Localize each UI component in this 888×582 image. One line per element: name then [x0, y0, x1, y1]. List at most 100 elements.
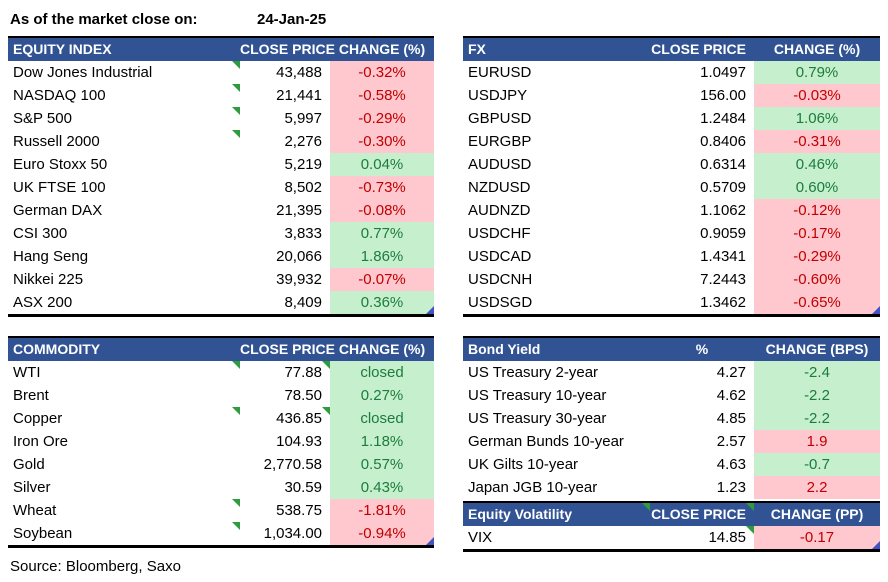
instrument-name: EURGBP: [468, 133, 532, 150]
close-price: 14.85: [708, 529, 746, 546]
table-row: Hang Seng 20,066 1.86%: [8, 245, 434, 268]
instrument-name: US Treasury 30-year: [468, 410, 607, 427]
instrument-name: USDJPY: [468, 87, 528, 104]
fx-rows: EURUSD 1.0497 0.79% USDJPY 156.00 -0.03% GBPUS…: [463, 61, 880, 314]
change-value: -0.32%: [330, 61, 434, 84]
instrument-name: Silver: [13, 479, 51, 496]
table-row: German Bunds 10-year 2.57 1.9: [463, 430, 880, 453]
close-price: 1.23: [716, 479, 746, 496]
green-flag-icon: [232, 107, 240, 115]
green-flag-icon: [322, 407, 330, 415]
commodity-table: COMMODITY CLOSE PRICE CHANGE (%) WTI 77.8…: [8, 336, 434, 548]
instrument-name: USDCAD: [468, 248, 532, 265]
close-price: 1.2484: [700, 110, 746, 127]
col-percent: %: [695, 341, 709, 357]
instrument-name: NZDUSD: [468, 179, 531, 196]
close-price: 4.27: [716, 364, 746, 381]
blue-corner-icon: [872, 306, 880, 314]
equity-index-rows: Dow Jones Industrial 43,488 -0.32% NASDAQ 1…: [8, 61, 434, 314]
close-price: 5,997: [232, 107, 330, 130]
green-flag-icon: [232, 361, 240, 369]
change-value: -0.17%: [754, 222, 880, 245]
table-title: Bond Yield: [468, 341, 541, 357]
instrument-name: USDCNH: [468, 271, 533, 288]
change-value: 0.27%: [330, 384, 434, 407]
green-flag-icon: [232, 61, 240, 69]
change-value: -0.03%: [754, 84, 880, 107]
instrument-name: GBPUSD: [468, 110, 532, 127]
close-price: 21,441: [232, 84, 330, 107]
equity-index-header: EQUITY INDEX CLOSE PRICE CHANGE (%): [8, 36, 434, 61]
change-value: 1.9: [754, 430, 880, 453]
table-row: UK FTSE 100 8,502 -0.73%: [8, 176, 434, 199]
change-value: -0.60%: [754, 268, 880, 291]
close-price: 1.4341: [700, 248, 746, 265]
close-price: 7.2443: [700, 271, 746, 288]
table-row: German DAX 21,395 -0.08%: [8, 199, 434, 222]
green-flag-icon: [232, 499, 240, 507]
change-value: 0.60%: [754, 176, 880, 199]
close-price: 1,034.00: [232, 522, 330, 545]
change-value: 2.2: [754, 476, 880, 499]
table-row: Japan JGB 10-year 1.23 2.2: [463, 476, 880, 499]
instrument-name: ASX 200: [13, 294, 73, 311]
close-price: 2,276: [232, 130, 330, 153]
table-row: Nikkei 225 39,932 -0.07%: [8, 268, 434, 291]
green-flag-icon: [746, 503, 754, 511]
equity-volatility-header: Equity Volatility CLOSE PRICE CHANGE (PP…: [463, 501, 880, 526]
as-of-label: As of the market close on:: [10, 11, 198, 28]
table-row: GBPUSD 1.2484 1.06%: [463, 107, 880, 130]
col-change: CHANGE (%): [773, 41, 861, 57]
table-row: ASX 200 8,409 0.36%: [8, 291, 434, 314]
equity-index-table: EQUITY INDEX CLOSE PRICE CHANGE (%) Dow …: [8, 36, 434, 317]
close-price: 8,409: [284, 294, 322, 311]
instrument-name: Nikkei 225: [13, 271, 84, 288]
change-value: -0.12%: [754, 199, 880, 222]
close-price: 0.5709: [700, 179, 746, 196]
change-value: -0.17: [746, 526, 880, 549]
close-price: 77.88: [232, 361, 330, 384]
table-row: Russell 2000 2,276 -0.30%: [8, 130, 434, 153]
as-of-date: 24-Jan-25: [257, 11, 327, 28]
col-close-price: CLOSE PRICE: [642, 503, 754, 526]
close-price: 78.50: [284, 387, 322, 404]
bond-yield-header: Bond Yield % CHANGE (BPS): [463, 336, 880, 361]
col-change: CHANGE (%): [338, 341, 426, 357]
table-row: NZDUSD 0.5709 0.60%: [463, 176, 880, 199]
close-price: 8,502: [284, 179, 322, 196]
green-flag-icon: [232, 84, 240, 92]
close-price: 5,219: [284, 156, 322, 173]
close-price: 4.62: [716, 387, 746, 404]
instrument-name: Euro Stoxx 50: [13, 156, 108, 173]
instrument-name: EURUSD: [468, 64, 532, 81]
table-row: USDCAD 1.4341 -0.29%: [463, 245, 880, 268]
green-flag-icon: [232, 130, 240, 138]
table-row: US Treasury 10-year 4.62 -2.2: [463, 384, 880, 407]
fx-header: FX CLOSE PRICE CHANGE (%): [463, 36, 880, 61]
instrument-name: VIX: [468, 529, 493, 546]
commodity-header: COMMODITY CLOSE PRICE CHANGE (%): [8, 336, 434, 361]
col-close-price: CLOSE PRICE: [651, 41, 746, 57]
bond-yield-rows: US Treasury 2-year 4.27 -2.4 US Treasury 10…: [463, 361, 880, 499]
col-close-price: CLOSE PRICE: [240, 341, 335, 357]
table-row: US Treasury 2-year 4.27 -2.4: [463, 361, 880, 384]
instrument-name: UK Gilts 10-year: [468, 456, 579, 473]
green-flag-icon: [232, 407, 240, 415]
table-row: USDCNH 7.2443 -0.60%: [463, 268, 880, 291]
change-value: 1.86%: [330, 245, 434, 268]
close-price: 436.85: [232, 407, 330, 430]
fx-table: FX CLOSE PRICE CHANGE (%) EURUSD 1.0497 0.…: [463, 36, 880, 317]
table-row: USDCHF 0.9059 -0.17%: [463, 222, 880, 245]
table-row: USDSGD 1.3462 -0.65%: [463, 291, 880, 314]
change-value: 0.36%: [330, 291, 434, 314]
instrument-name: NASDAQ 100: [13, 87, 106, 104]
table-row: Euro Stoxx 50 5,219 0.04%: [8, 153, 434, 176]
table-row: VIX 14.85 -0.17: [463, 526, 880, 549]
table-title: FX: [468, 41, 486, 57]
instrument-name: Soybean: [13, 525, 73, 542]
table-row: CSI 300 3,833 0.77%: [8, 222, 434, 245]
instrument-name: Gold: [13, 456, 45, 473]
close-price: 2,770.58: [263, 456, 322, 473]
bond-yield-table: Bond Yield % CHANGE (BPS) US Treasury 2-…: [463, 336, 880, 499]
change-value: -0.58%: [330, 84, 434, 107]
